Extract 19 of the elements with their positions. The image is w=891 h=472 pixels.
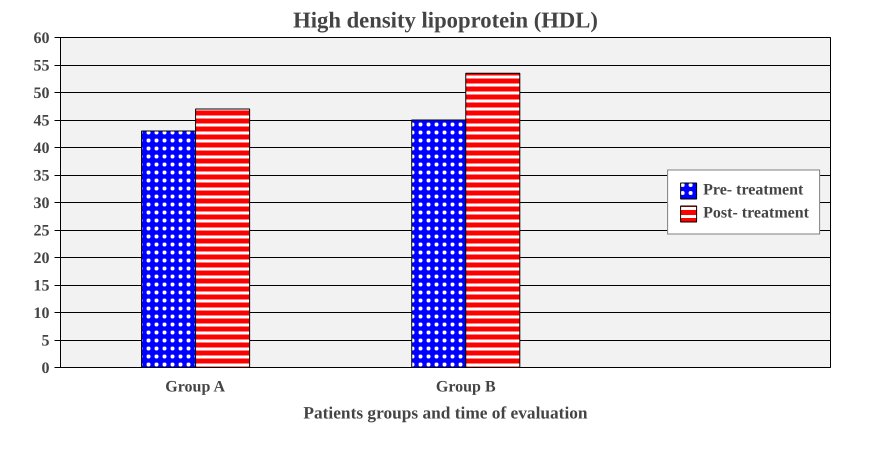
y-tick-label: 20 xyxy=(34,250,50,267)
y-tick-label: 25 xyxy=(34,222,50,240)
legend-label: Pre- treatment xyxy=(703,182,804,200)
legend-label: Post- treatment xyxy=(703,204,809,222)
y-tick-label: 40 xyxy=(34,140,50,157)
y-tick-label: 50 xyxy=(34,85,50,102)
y-tick-label: 30 xyxy=(34,195,50,212)
y-tick-label: 10 xyxy=(34,305,50,322)
x-axis-title: Patients groups and time of evaluation xyxy=(303,404,588,422)
y-tick-label: 15 xyxy=(34,278,50,294)
y-tick-label: 45 xyxy=(34,112,50,130)
chart-title: High density lipoprotein (HDL) xyxy=(293,8,598,32)
y-tick-label: 35 xyxy=(34,168,50,184)
y-tick-label: 5 xyxy=(42,332,50,350)
y-tick-label: 55 xyxy=(34,58,50,74)
y-tick-label: 0 xyxy=(42,360,50,377)
x-tick-label: Group A xyxy=(165,378,226,396)
y-tick-label: 60 xyxy=(34,30,50,47)
x-tick-label: Group B xyxy=(436,378,496,396)
